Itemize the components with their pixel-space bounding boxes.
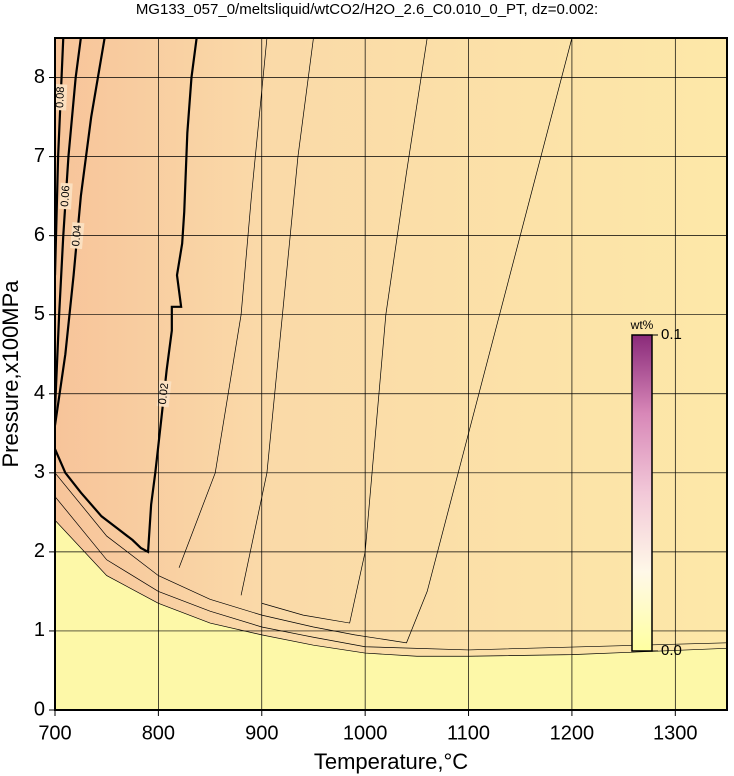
y-tick-label: 8 bbox=[34, 66, 45, 88]
colorbar-tick-label: 0.1 bbox=[661, 326, 682, 343]
contour-label-group: 0.08 bbox=[54, 84, 68, 111]
y-tick-label: 1 bbox=[34, 619, 45, 641]
contour-label: 0.06 bbox=[59, 185, 72, 207]
chart-title: MG133_057_0/meltsliquid/wtCO2/H2O_2.6_C0… bbox=[136, 1, 598, 18]
contour-line bbox=[55, 520, 727, 657]
colorbar-label: wt% bbox=[630, 318, 654, 332]
y-axis-label: Pressure,x100MPa bbox=[0, 280, 23, 468]
y-tick-label: 5 bbox=[34, 303, 45, 325]
plot-frame bbox=[54, 37, 728, 711]
x-tick-label: 1200 bbox=[550, 722, 595, 744]
y-tick-label: 2 bbox=[34, 540, 45, 562]
low-region bbox=[55, 520, 727, 710]
y-tick-label: 3 bbox=[34, 461, 45, 483]
contour-label: 0.08 bbox=[54, 86, 67, 108]
x-tick-label: 800 bbox=[142, 722, 175, 744]
contour-label-group: 0.06 bbox=[59, 182, 73, 210]
x-tick-label: 1000 bbox=[343, 722, 388, 744]
x-tick-label: 700 bbox=[38, 722, 71, 744]
colorbar-tick-label: 0.0 bbox=[661, 642, 682, 659]
x-axis-label: Temperature,°C bbox=[314, 749, 468, 774]
x-tick-label: 1300 bbox=[653, 722, 698, 744]
y-tick-label: 6 bbox=[34, 224, 45, 246]
colorbar bbox=[631, 334, 653, 652]
x-tick-label: 1100 bbox=[447, 722, 490, 744]
y-tick-label: 4 bbox=[34, 382, 45, 404]
x-tick-label: 900 bbox=[245, 722, 278, 744]
contour-line bbox=[261, 38, 428, 624]
y-tick-label: 7 bbox=[34, 145, 45, 167]
y-tick-label: 0 bbox=[34, 698, 45, 720]
contour-label-bg bbox=[55, 84, 68, 111]
contour-label-bg bbox=[59, 182, 73, 210]
